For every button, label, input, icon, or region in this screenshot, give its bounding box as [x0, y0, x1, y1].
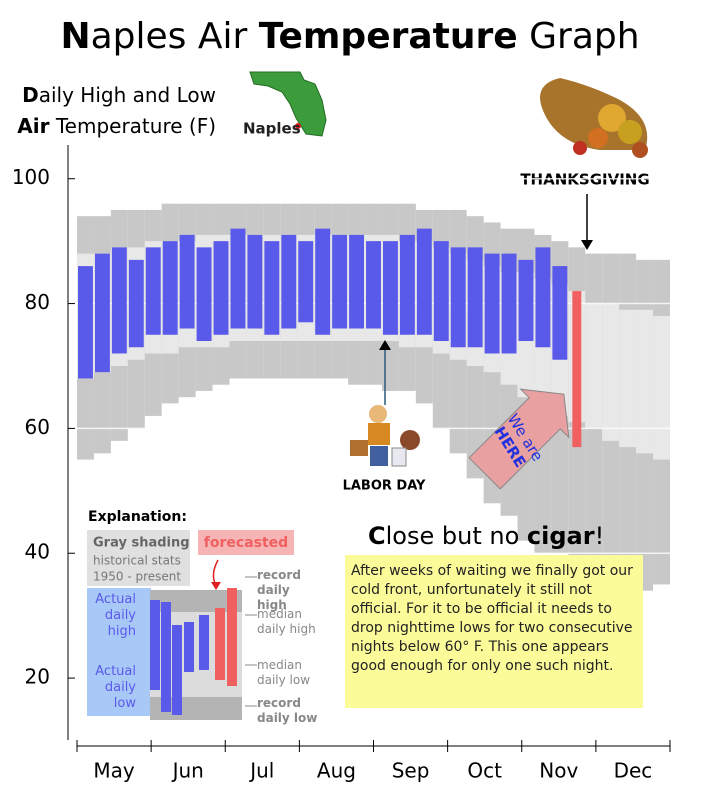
y-tick-label: 20 [25, 665, 50, 689]
x-tick-label: Oct [467, 759, 502, 783]
legend-text: 1950 - present [93, 570, 181, 584]
legend-label: record daily high [257, 568, 301, 612]
legend-label: Actual daily low [95, 664, 136, 711]
actual-bar [450, 247, 466, 348]
actual-bar [518, 259, 534, 342]
legend-text: historical stats [93, 554, 181, 568]
legend-label: forecasted [204, 535, 288, 551]
actual-bar [213, 241, 229, 335]
y-tick-label: 100 [12, 165, 50, 189]
y-tick-label: 80 [25, 290, 50, 314]
actual-bar [78, 266, 93, 379]
forecast-bar [572, 291, 582, 448]
actual-bar [162, 241, 178, 335]
x-tick-label: Aug [317, 759, 356, 783]
actual-bar [315, 228, 331, 335]
annotation: THANKSGIVING [520, 171, 649, 189]
explanation-title: Explanation: [88, 509, 187, 525]
annotations: LABOR DAY We are HERE [343, 194, 593, 494]
actual-bar [111, 247, 127, 354]
actual-bar [332, 234, 348, 329]
chart-title: Naples Air Temperature Graph [60, 16, 639, 57]
actual-bar [501, 253, 517, 354]
actual-bar [230, 228, 246, 329]
x-tick-label: Nov [539, 759, 578, 783]
actual-bar [94, 253, 110, 373]
actual-bar [416, 228, 432, 335]
note-box [345, 555, 643, 708]
x-tick-label: Sep [392, 759, 430, 783]
legend-label: median daily low [257, 658, 311, 687]
actual-bar [552, 266, 568, 360]
explanation: Explanation: Gray shading historical sta… [80, 505, 312, 737]
actual-bar [484, 253, 500, 354]
actual-bar [535, 247, 551, 348]
legend-label: median daily high [257, 607, 316, 636]
actual-bar [349, 234, 365, 329]
actual-bar [467, 247, 483, 348]
legend-label: Actual daily high [95, 592, 136, 639]
actual-bar [399, 234, 415, 335]
x-tick-label: Dec [614, 759, 653, 783]
actual-bar [128, 259, 144, 348]
actual-bar [247, 234, 263, 329]
x-tick-label: Jun [171, 759, 204, 783]
actual-bar [298, 241, 314, 323]
plot-area: 20 40 60 80 100 May Jun Jul Aug Sep Oct Nov Dec [12, 145, 671, 783]
x-tick-label: Jul [248, 759, 274, 783]
map-label: Naples [243, 120, 301, 138]
actual-bar [179, 234, 195, 329]
actual-bar [145, 247, 161, 335]
x-tick-label: May [93, 759, 135, 783]
y-tick-label: 40 [25, 540, 50, 564]
median-range [653, 316, 670, 460]
median-range [636, 309, 654, 454]
actual-bar [281, 234, 297, 329]
actual-bar [264, 241, 280, 335]
cornucopia [540, 78, 648, 158]
subtitle: Daily High and Low [22, 83, 216, 107]
here-sign [468, 388, 570, 490]
legend-text: Gray shading [93, 536, 190, 551]
median-range [602, 303, 620, 441]
actual-bar [196, 247, 212, 342]
florida-map: Naples [243, 71, 327, 138]
y-tick-label: 60 [25, 415, 50, 439]
annotation: LABOR DAY [343, 479, 426, 494]
median-range [585, 303, 603, 429]
legend-label: record daily low [257, 696, 318, 725]
actual-bar [433, 241, 449, 342]
note: After weeks of waiting we finally got ou… [351, 563, 633, 674]
subtitle: Air Temperature (F) [17, 114, 216, 138]
headline: Close but no cigar! [368, 522, 604, 550]
actual-bar [382, 241, 398, 335]
median-range [619, 309, 637, 448]
labor-day-clipart [350, 405, 420, 467]
actual-bar [366, 241, 381, 329]
